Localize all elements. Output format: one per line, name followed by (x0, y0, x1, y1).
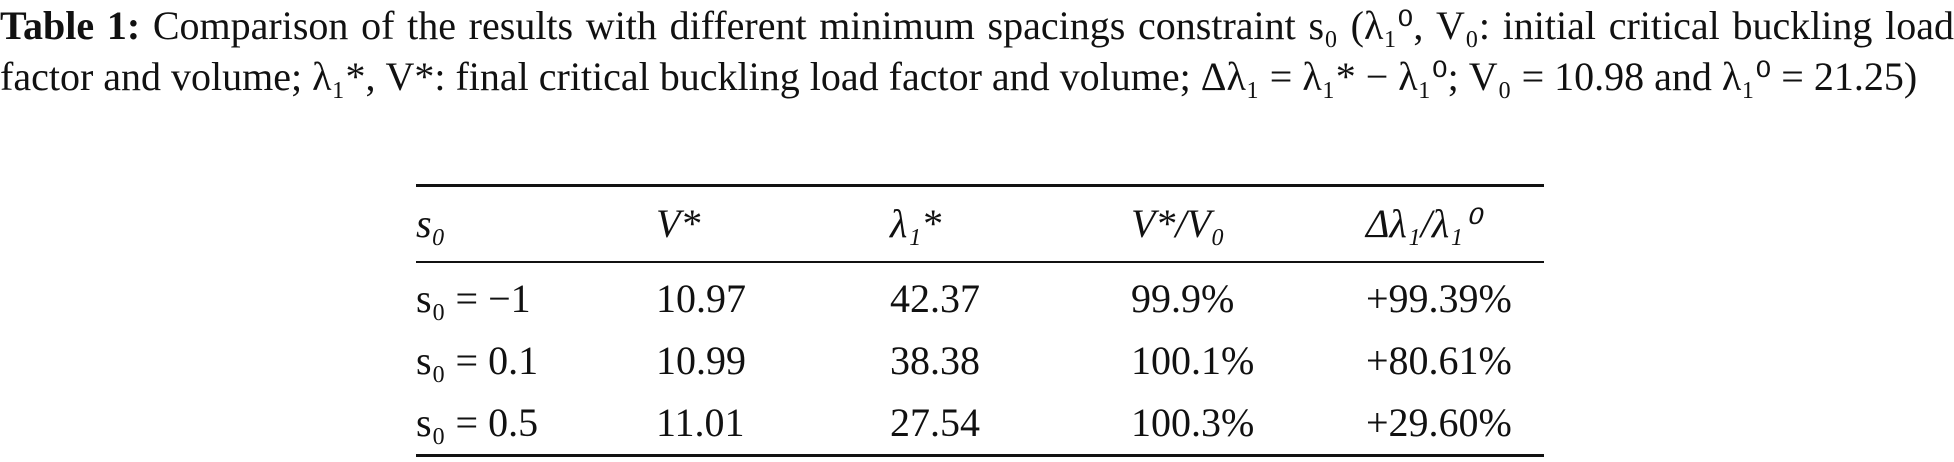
caption-text: Comparison of the results with different… (0, 3, 1954, 99)
header-cell: V* (656, 201, 701, 246)
table-cell: 10.99 (656, 338, 746, 383)
table-cell: +99.39% (1366, 276, 1512, 321)
table-cell: 100.1% (1131, 338, 1255, 383)
header-cell: λ₁* (890, 201, 942, 246)
table-cell: 10.97 (656, 276, 746, 321)
table-cell: 27.54 (890, 400, 980, 445)
top-rule (416, 184, 1544, 187)
table-cell: 42.37 (890, 276, 980, 321)
header-cell: Δλ₁/λ₁⁰ (1366, 201, 1480, 246)
mid-rule (416, 261, 1544, 263)
header-cell: s₀ (416, 201, 446, 246)
table-cell: +80.61% (1366, 338, 1512, 383)
table-cell: 38.38 (890, 338, 980, 383)
table-cell: s₀ = 0.5 (416, 400, 539, 445)
table-cell: s₀ = −1 (416, 276, 531, 321)
caption-label: Table 1: (0, 3, 141, 48)
header-cell: V*/V₀ (1131, 201, 1225, 246)
table-cell: s₀ = 0.1 (416, 338, 539, 383)
caption: Table 1: Comparison of the results with … (0, 0, 1954, 102)
table-cell: 99.9% (1131, 276, 1235, 321)
table-cell: +29.60% (1366, 400, 1512, 445)
table-cell: 11.01 (656, 400, 745, 445)
table-cell: 100.3% (1131, 400, 1255, 445)
bottom-rule (416, 454, 1544, 457)
